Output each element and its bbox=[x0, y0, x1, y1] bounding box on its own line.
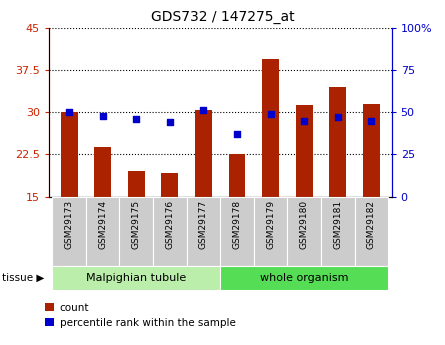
Text: GSM29181: GSM29181 bbox=[333, 200, 342, 249]
Bar bbox=[128, 171, 145, 197]
Bar bbox=[329, 87, 346, 197]
Bar bbox=[187, 197, 220, 266]
Point bbox=[267, 111, 274, 117]
Bar bbox=[220, 266, 388, 290]
Text: GSM29179: GSM29179 bbox=[266, 200, 275, 249]
Bar bbox=[86, 197, 120, 266]
Text: GSM29178: GSM29178 bbox=[233, 200, 242, 249]
Text: GSM29176: GSM29176 bbox=[166, 200, 174, 249]
Text: GSM29182: GSM29182 bbox=[367, 200, 376, 249]
Text: GSM29174: GSM29174 bbox=[98, 200, 107, 249]
Text: GSM29175: GSM29175 bbox=[132, 200, 141, 249]
Point bbox=[166, 119, 174, 125]
Bar bbox=[94, 147, 111, 197]
Bar bbox=[262, 59, 279, 197]
Bar bbox=[61, 111, 77, 197]
Bar bbox=[296, 105, 313, 197]
Text: GDS732 / 147275_at: GDS732 / 147275_at bbox=[151, 10, 294, 24]
Point bbox=[133, 116, 140, 122]
Text: GSM29173: GSM29173 bbox=[65, 200, 73, 249]
Point bbox=[301, 118, 308, 123]
Text: tissue ▶: tissue ▶ bbox=[2, 273, 44, 283]
Bar bbox=[363, 104, 380, 197]
Bar bbox=[321, 197, 355, 266]
Point bbox=[368, 118, 375, 123]
Bar bbox=[229, 155, 246, 197]
Bar bbox=[195, 110, 212, 197]
Text: GSM29180: GSM29180 bbox=[300, 200, 309, 249]
Bar bbox=[162, 173, 178, 197]
Bar bbox=[254, 197, 287, 266]
Bar bbox=[220, 197, 254, 266]
Point bbox=[99, 113, 106, 118]
Text: GSM29177: GSM29177 bbox=[199, 200, 208, 249]
Bar bbox=[287, 197, 321, 266]
Point bbox=[234, 131, 241, 137]
Bar bbox=[153, 197, 187, 266]
Legend: count, percentile rank within the sample: count, percentile rank within the sample bbox=[41, 298, 239, 332]
Point bbox=[334, 115, 341, 120]
Bar bbox=[120, 197, 153, 266]
Text: whole organism: whole organism bbox=[260, 273, 348, 283]
Text: Malpighian tubule: Malpighian tubule bbox=[86, 273, 186, 283]
Point bbox=[200, 108, 207, 113]
Bar bbox=[53, 266, 220, 290]
Bar bbox=[53, 197, 86, 266]
Point bbox=[65, 109, 73, 115]
Bar bbox=[355, 197, 388, 266]
